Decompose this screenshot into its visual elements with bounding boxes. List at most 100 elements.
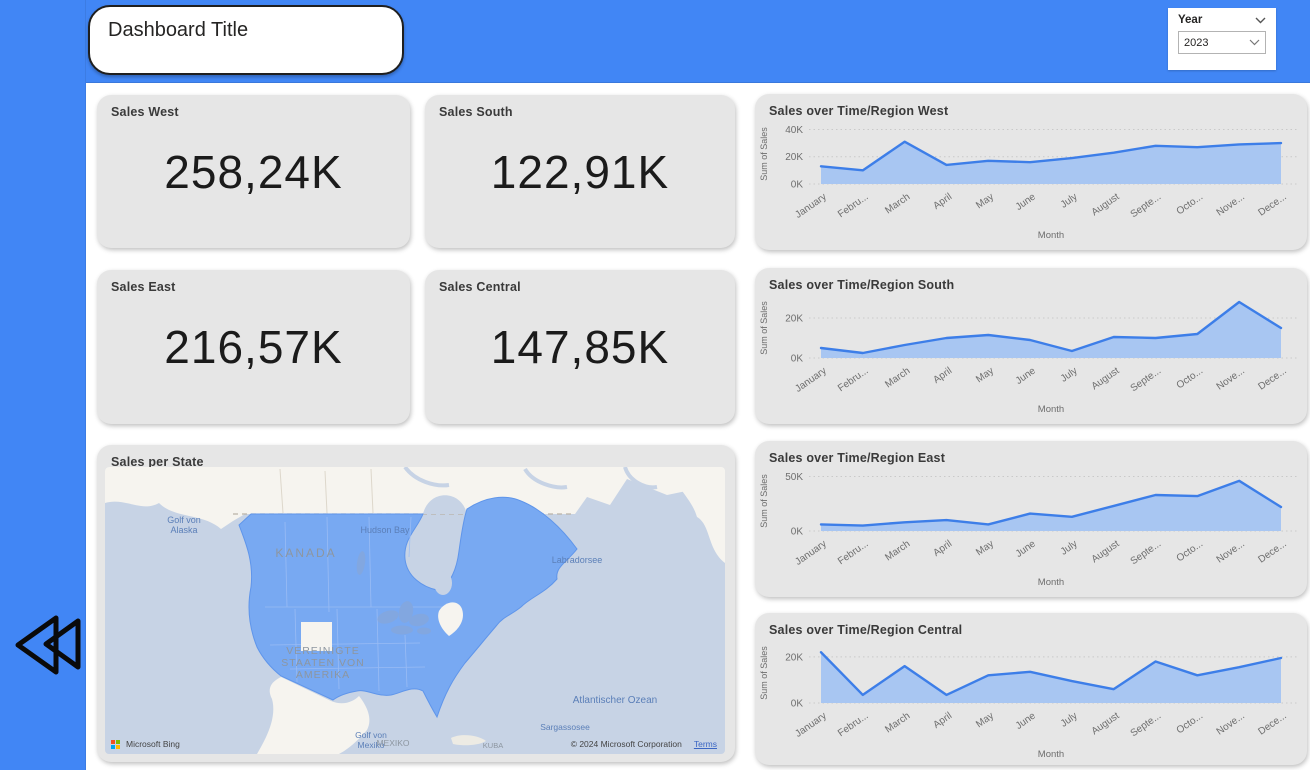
map-arctic-channels	[403, 467, 658, 490]
map-unfilled-state	[301, 622, 332, 651]
map-state-borders	[265, 516, 445, 692]
dashboard-title-box: Dashboard Title	[88, 5, 404, 75]
svg-text:20K: 20K	[785, 314, 803, 325]
year-dropdown-value: 2023	[1184, 36, 1209, 49]
chart-title: Sales over Time/Region Central	[769, 623, 963, 637]
map-james-bay	[434, 571, 452, 595]
year-slicer: Year 2023	[1168, 8, 1276, 70]
chart-card-central: Sales over Time/Region Central 0K 20K Janu…	[755, 613, 1307, 765]
chart-title: Sales over Time/Region East	[769, 451, 946, 465]
svg-text:January: January	[793, 710, 828, 739]
svg-text:Dece...: Dece...	[1256, 365, 1288, 392]
bing-map-canvas[interactable]: Golf von Alaska KANADA Hudson Bay Labrad…	[105, 467, 725, 754]
svg-text:June: June	[1014, 538, 1038, 560]
kpi-title: Sales West	[111, 105, 179, 119]
microsoft-logo-icon	[111, 739, 120, 749]
svg-text:June: June	[1014, 365, 1038, 387]
svg-text:Month: Month	[1038, 749, 1064, 760]
svg-text:Dece...: Dece...	[1256, 191, 1288, 218]
svg-text:August: August	[1090, 191, 1122, 218]
map-land-maine	[438, 602, 463, 636]
back-navigation-button[interactable]	[8, 608, 82, 680]
svg-text:Sum of Sales: Sum of Sales	[759, 127, 769, 181]
svg-text:Septe...: Septe...	[1129, 191, 1164, 220]
bing-brand: Microsoft Bing	[111, 739, 180, 749]
svg-text:March: March	[883, 710, 912, 735]
svg-text:July: July	[1059, 538, 1080, 557]
svg-text:March: March	[883, 538, 912, 563]
map-great-lakes	[356, 551, 431, 635]
map-land-cuba	[451, 735, 486, 746]
svg-text:May: May	[974, 538, 996, 558]
year-slicer-header[interactable]: Year	[1178, 14, 1266, 26]
map-card-sales-per-state: Sales per State	[97, 445, 735, 762]
kpi-card-sales-west: Sales West 258,24K	[97, 95, 410, 248]
dashboard-title: Dashboard Title	[108, 19, 249, 41]
year-dropdown[interactable]: 2023	[1178, 31, 1266, 54]
map-land-baja	[274, 679, 304, 726]
kpi-card-sales-south: Sales South 122,91K	[425, 95, 735, 248]
chart-title: Sales over Time/Region South	[769, 278, 955, 292]
map-land-alaska	[105, 467, 236, 529]
svg-text:Dece...: Dece...	[1256, 538, 1288, 565]
svg-text:April: April	[931, 710, 954, 730]
map-province-borders	[279, 468, 374, 514]
svg-text:Octo...: Octo...	[1175, 365, 1205, 391]
chart-card-west: Sales over Time/Region West 0K 20K 40K Janu…	[755, 94, 1307, 250]
svg-text:Nove...: Nove...	[1215, 365, 1247, 392]
svg-text:20K: 20K	[785, 652, 803, 663]
kpi-title: Sales Central	[439, 280, 521, 294]
svg-text:Octo...: Octo...	[1175, 710, 1205, 736]
north-america-map	[105, 467, 725, 754]
svg-text:June: June	[1014, 710, 1038, 732]
svg-text:Febru...: Febru...	[836, 710, 871, 739]
rewind-double-arrow-icon	[15, 615, 81, 675]
svg-text:Month: Month	[1038, 230, 1064, 241]
svg-text:January: January	[793, 191, 828, 220]
kpi-value: 122,91K	[490, 146, 670, 198]
svg-text:January: January	[793, 538, 828, 567]
svg-text:Sum of Sales: Sum of Sales	[759, 301, 769, 355]
kpi-title: Sales South	[439, 105, 513, 119]
svg-text:July: July	[1059, 710, 1080, 729]
area-chart-central: 0K 20K January Febru... March April May June Jul…	[759, 646, 1297, 760]
chart-card-south: Sales over Time/Region South 0K 20K Januar…	[755, 268, 1307, 424]
svg-text:Septe...: Septe...	[1129, 710, 1164, 739]
year-slicer-label: Year	[1178, 14, 1203, 26]
svg-text:Febru...: Febru...	[836, 365, 871, 394]
svg-text:Octo...: Octo...	[1175, 538, 1205, 564]
svg-text:20K: 20K	[785, 152, 803, 163]
svg-text:July: July	[1059, 365, 1080, 384]
kpi-title: Sales East	[111, 280, 176, 294]
svg-text:May: May	[974, 365, 996, 385]
svg-text:April: April	[931, 191, 954, 211]
svg-text:April: April	[931, 365, 954, 385]
chart-title: Sales over Time/Region West	[769, 104, 949, 118]
svg-text:June: June	[1014, 191, 1038, 213]
svg-text:May: May	[974, 710, 996, 730]
svg-text:0K: 0K	[791, 180, 804, 191]
kpi-value: 147,85K	[490, 321, 670, 373]
svg-text:August: August	[1090, 538, 1122, 565]
svg-text:July: July	[1059, 191, 1080, 210]
map-land-north-canada	[225, 467, 725, 521]
svg-text:Dece...: Dece...	[1256, 710, 1288, 737]
copyright-text: © 2024 Microsoft Corporation	[570, 739, 682, 749]
svg-text:August: August	[1090, 365, 1122, 392]
svg-text:Octo...: Octo...	[1175, 191, 1205, 217]
svg-text:40K: 40K	[785, 125, 803, 136]
kpi-card-sales-east: Sales East 216,57K	[97, 270, 410, 424]
area-chart-east: 0K 50K January Febru... March April May June Jul…	[759, 472, 1297, 588]
chevron-down-icon	[1249, 39, 1260, 46]
terms-link[interactable]: Terms	[693, 739, 717, 749]
svg-text:Sum of Sales: Sum of Sales	[759, 646, 769, 700]
svg-text:March: March	[883, 365, 912, 390]
svg-text:Month: Month	[1038, 404, 1064, 415]
svg-text:Nove...: Nove...	[1215, 710, 1247, 737]
kpi-value: 258,24K	[164, 146, 343, 198]
svg-text:Septe...: Septe...	[1129, 538, 1164, 567]
svg-text:Febru...: Febru...	[836, 538, 871, 567]
area-chart-west: 0K 20K 40K January Febru... March April May June…	[759, 125, 1297, 241]
chevron-down-icon	[1255, 17, 1266, 23]
map-copyright: © 2024 Microsoft Corporation Terms	[571, 739, 717, 749]
